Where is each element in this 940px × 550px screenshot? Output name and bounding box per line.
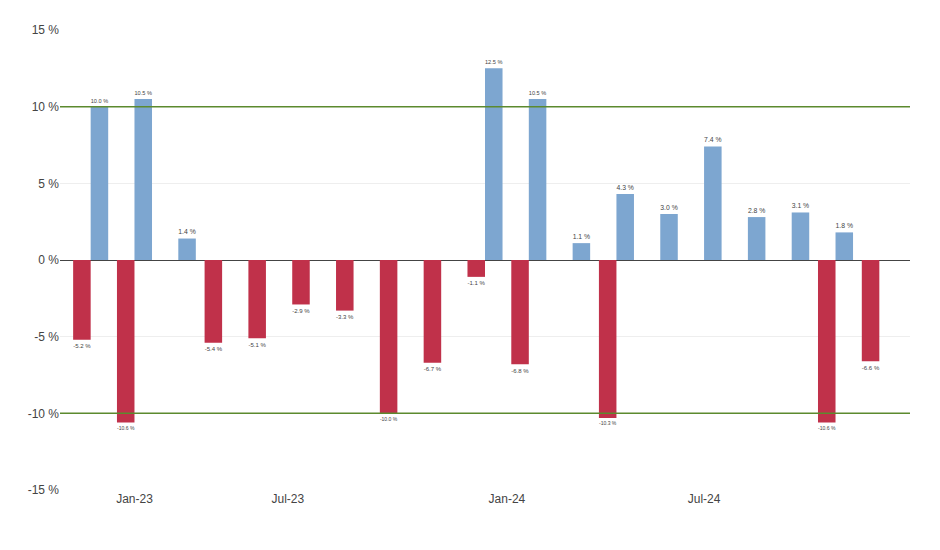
svg-text:1.8 %: 1.8 % (836, 222, 853, 229)
svg-text:-6.8 %: -6.8 % (511, 368, 529, 374)
svg-text:-10.6 %: -10.6 % (818, 425, 836, 431)
svg-text:-3.3 %: -3.3 % (336, 314, 354, 320)
svg-text:Jul-24: Jul-24 (688, 492, 721, 506)
svg-text:-1.1 %: -1.1 % (467, 280, 485, 286)
svg-text:10 %: 10 % (32, 100, 60, 114)
svg-text:-10 %: -10 % (28, 407, 60, 421)
svg-text:10.0 %: 10.0 % (91, 98, 108, 104)
svg-text:Jan-24: Jan-24 (489, 492, 526, 506)
svg-text:-5 %: -5 % (34, 330, 59, 344)
svg-text:1.1 %: 1.1 % (573, 233, 590, 240)
svg-text:0 %: 0 % (38, 253, 59, 267)
svg-text:-5.1 %: -5.1 % (248, 342, 266, 348)
svg-text:5 %: 5 % (38, 177, 59, 191)
svg-text:-10.0 %: -10.0 % (380, 416, 398, 422)
svg-text:-15 %: -15 % (28, 483, 60, 497)
svg-text:10.5 %: 10.5 % (134, 90, 151, 96)
svg-text:-6.7 %: -6.7 % (424, 366, 442, 372)
svg-text:-10.3 %: -10.3 % (599, 420, 617, 426)
svg-text:-5.2 %: -5.2 % (73, 343, 91, 349)
svg-text:-5.4 %: -5.4 % (205, 346, 223, 352)
svg-text:1.4 %: 1.4 % (178, 228, 195, 235)
svg-text:-10.6 %: -10.6 % (117, 425, 135, 431)
svg-text:7.4 %: 7.4 % (704, 136, 721, 143)
svg-text:10.5 %: 10.5 % (529, 90, 546, 96)
svg-text:-6.6 %: -6.6 % (862, 365, 880, 371)
svg-text:3.1 %: 3.1 % (792, 202, 809, 209)
svg-text:4.3 %: 4.3 % (616, 184, 633, 191)
svg-text:Jan-23: Jan-23 (116, 492, 153, 506)
svg-text:2.8 %: 2.8 % (748, 207, 765, 214)
svg-text:15 %: 15 % (32, 23, 60, 37)
svg-text:-2.9 %: -2.9 % (292, 308, 310, 314)
svg-text:3.0 %: 3.0 % (660, 204, 677, 211)
svg-text:12.5 %: 12.5 % (485, 59, 502, 65)
svg-text:Jul-23: Jul-23 (271, 492, 304, 506)
